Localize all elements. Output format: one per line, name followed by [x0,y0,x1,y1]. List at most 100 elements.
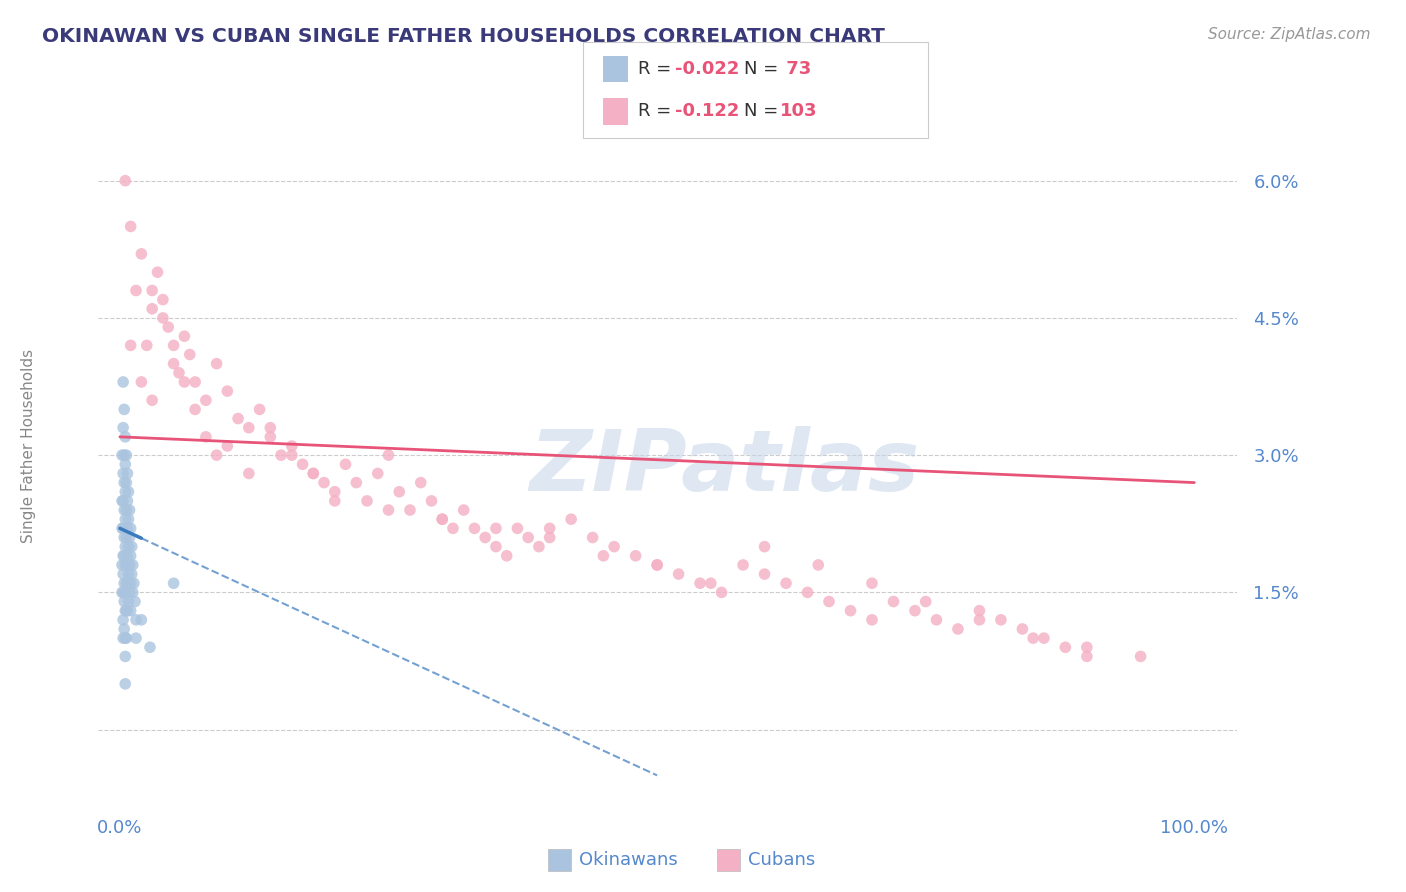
Point [582,531,605,545]
Point [270,448,292,462]
Point [115,631,138,645]
Point [115,475,138,490]
Point [112,503,135,517]
Point [377,503,399,517]
Text: 103: 103 [780,103,818,120]
Point [754,540,776,554]
Point [117,549,139,563]
Point [114,649,136,664]
Point [560,512,582,526]
Point [668,567,690,582]
Point [117,484,139,499]
Point [117,567,139,582]
Point [624,549,647,563]
Point [700,576,723,591]
Point [115,604,138,618]
Point [118,531,141,545]
Point [117,540,139,554]
Point [194,393,217,408]
Point [946,622,969,636]
Point [775,576,797,591]
Point [1129,649,1152,664]
Point [162,357,184,371]
Point [205,357,228,371]
Point [259,420,281,434]
Point [141,301,163,316]
Point [112,521,135,535]
Point [388,484,411,499]
Point [114,631,136,645]
Point [344,475,367,490]
Point [120,549,142,563]
Point [259,430,281,444]
Point [914,594,936,608]
Point [291,458,314,472]
Point [112,494,135,508]
Point [120,604,142,618]
Point [807,558,830,572]
Point [356,494,378,508]
Point [118,558,141,572]
Point [818,594,841,608]
Point [114,484,136,499]
Point [217,439,239,453]
Point [1022,631,1045,645]
Point [120,576,142,591]
Point [112,576,135,591]
Y-axis label: Single Father Households: Single Father Households [21,349,37,543]
Point [117,494,139,508]
Point [157,320,180,334]
Point [377,448,399,462]
Point [114,585,136,599]
Point [131,375,153,389]
Point [167,366,190,380]
Point [860,613,883,627]
Point [111,585,134,599]
Point [121,585,143,599]
Point [112,567,135,582]
Point [162,338,184,352]
Point [111,558,134,572]
Point [217,384,239,398]
Point [112,631,135,645]
Point [112,613,135,627]
Point [302,467,325,481]
Point [969,613,991,627]
Point [114,540,136,554]
Point [1076,649,1098,664]
Point [839,604,862,618]
Point [114,677,136,691]
Point [121,558,143,572]
Text: 73: 73 [780,60,811,78]
Point [710,585,733,599]
Point [131,613,153,627]
Point [1054,640,1077,655]
Point [882,594,904,608]
Point [115,576,138,591]
Point [112,622,135,636]
Point [312,475,335,490]
Point [453,503,475,517]
Point [139,640,162,655]
Point [474,531,496,545]
Point [506,521,529,535]
Point [135,338,157,352]
Point [117,604,139,618]
Point [112,549,135,563]
Point [114,430,136,444]
Point [538,531,561,545]
Point [335,458,357,472]
Text: N =: N = [744,60,783,78]
Point [115,531,138,545]
Point [281,448,304,462]
Point [131,247,153,261]
Point [592,549,614,563]
Point [112,402,135,417]
Point [117,512,139,526]
Text: Okinawans: Okinawans [579,851,678,869]
Point [226,411,249,425]
Point [238,467,260,481]
Point [141,393,163,408]
Point [112,448,135,462]
Point [115,558,138,572]
